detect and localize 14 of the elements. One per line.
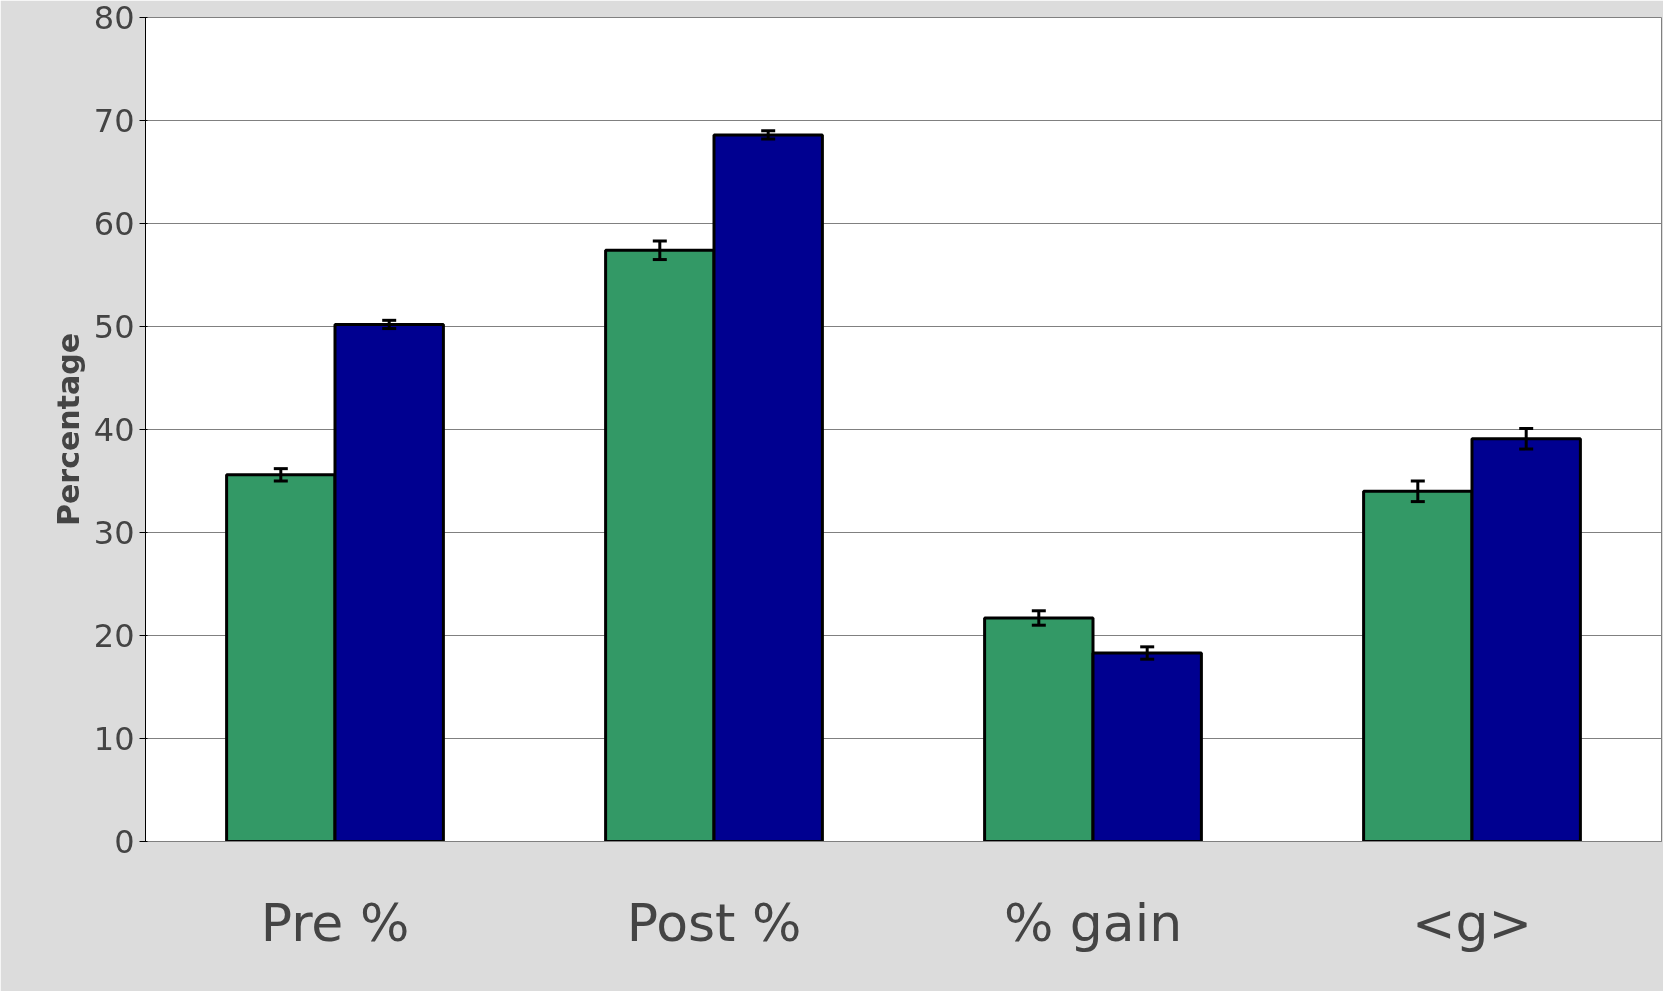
y-tick-label: 80 [93, 0, 135, 37]
x-tick-label: <g> [1411, 892, 1533, 953]
y-tick-label: 50 [93, 308, 135, 346]
y-tick-label: 20 [93, 617, 135, 655]
y-tick-label: 70 [93, 102, 135, 140]
y-tick-label: 40 [93, 411, 135, 449]
y-tick-label: 10 [93, 720, 135, 758]
y-tick-label: 60 [93, 205, 135, 243]
x-tick-label: Post % [626, 892, 802, 953]
x-tick-label: % gain [1003, 892, 1183, 953]
y-tick-label: 30 [93, 514, 135, 552]
y-tick-label: 0 [114, 823, 135, 861]
x-tick-label: Pre % [260, 892, 410, 953]
y-axis-title: Percentage [50, 332, 86, 527]
